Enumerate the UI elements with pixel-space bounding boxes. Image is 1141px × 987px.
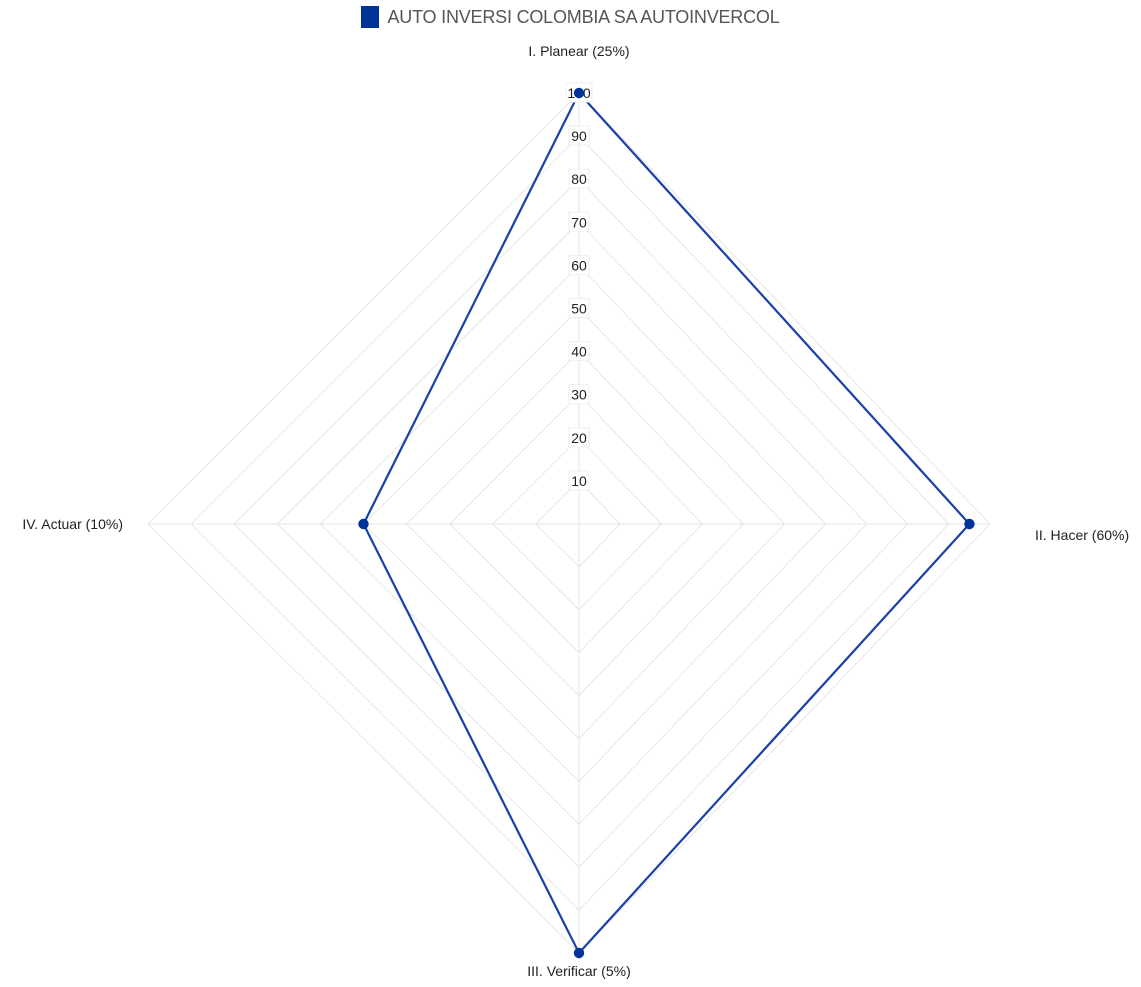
data-point	[964, 518, 975, 530]
grid-ring	[362, 307, 786, 740]
data-point	[358, 518, 369, 530]
tick-label-bg	[568, 341, 590, 362]
tick-label: 80	[571, 171, 587, 187]
grid-ring	[448, 393, 703, 654]
legend-swatch	[361, 6, 380, 28]
axis-label: I. Planear (25%)	[528, 43, 629, 59]
legend[interactable]: AUTO INVERSI COLOMBIA SA AUTOINVERCOL	[0, 6, 1141, 28]
tick-label-bg	[568, 470, 590, 491]
tick-label-bg	[568, 427, 590, 448]
series-line	[362, 91, 971, 955]
tick-label: 10	[571, 473, 587, 489]
tick-label-bg	[568, 168, 590, 189]
grid-ring	[535, 480, 621, 568]
tick-label: 60	[571, 257, 587, 273]
grid-ring	[405, 350, 745, 697]
tick-label: 50	[571, 301, 587, 317]
grid-ring	[190, 135, 950, 911]
tick-label-bg	[568, 125, 590, 146]
tick-label: 40	[571, 344, 587, 360]
tick-label-bg	[568, 384, 590, 405]
tick-label: 70	[571, 214, 587, 230]
tick-label: 90	[571, 128, 587, 144]
grid-ring	[492, 437, 662, 611]
grid-ring	[276, 221, 868, 826]
tick-label-bg	[568, 298, 590, 318]
legend-label: AUTO INVERSI COLOMBIA SA AUTOINVERCOL	[387, 6, 780, 27]
axis-label: III. Verificar (5%)	[527, 963, 630, 979]
data-point	[573, 87, 585, 99]
data-point	[573, 947, 585, 959]
axis-label: IV. Actuar (10%)	[22, 516, 123, 532]
grid-ring	[233, 178, 909, 868]
tick-label: 20	[571, 430, 587, 446]
tick-label-bg	[568, 254, 590, 275]
tick-label-bg	[568, 211, 590, 232]
axis-label: II. Hacer (60%)	[1035, 527, 1129, 543]
tick-label: 30	[571, 387, 587, 403]
